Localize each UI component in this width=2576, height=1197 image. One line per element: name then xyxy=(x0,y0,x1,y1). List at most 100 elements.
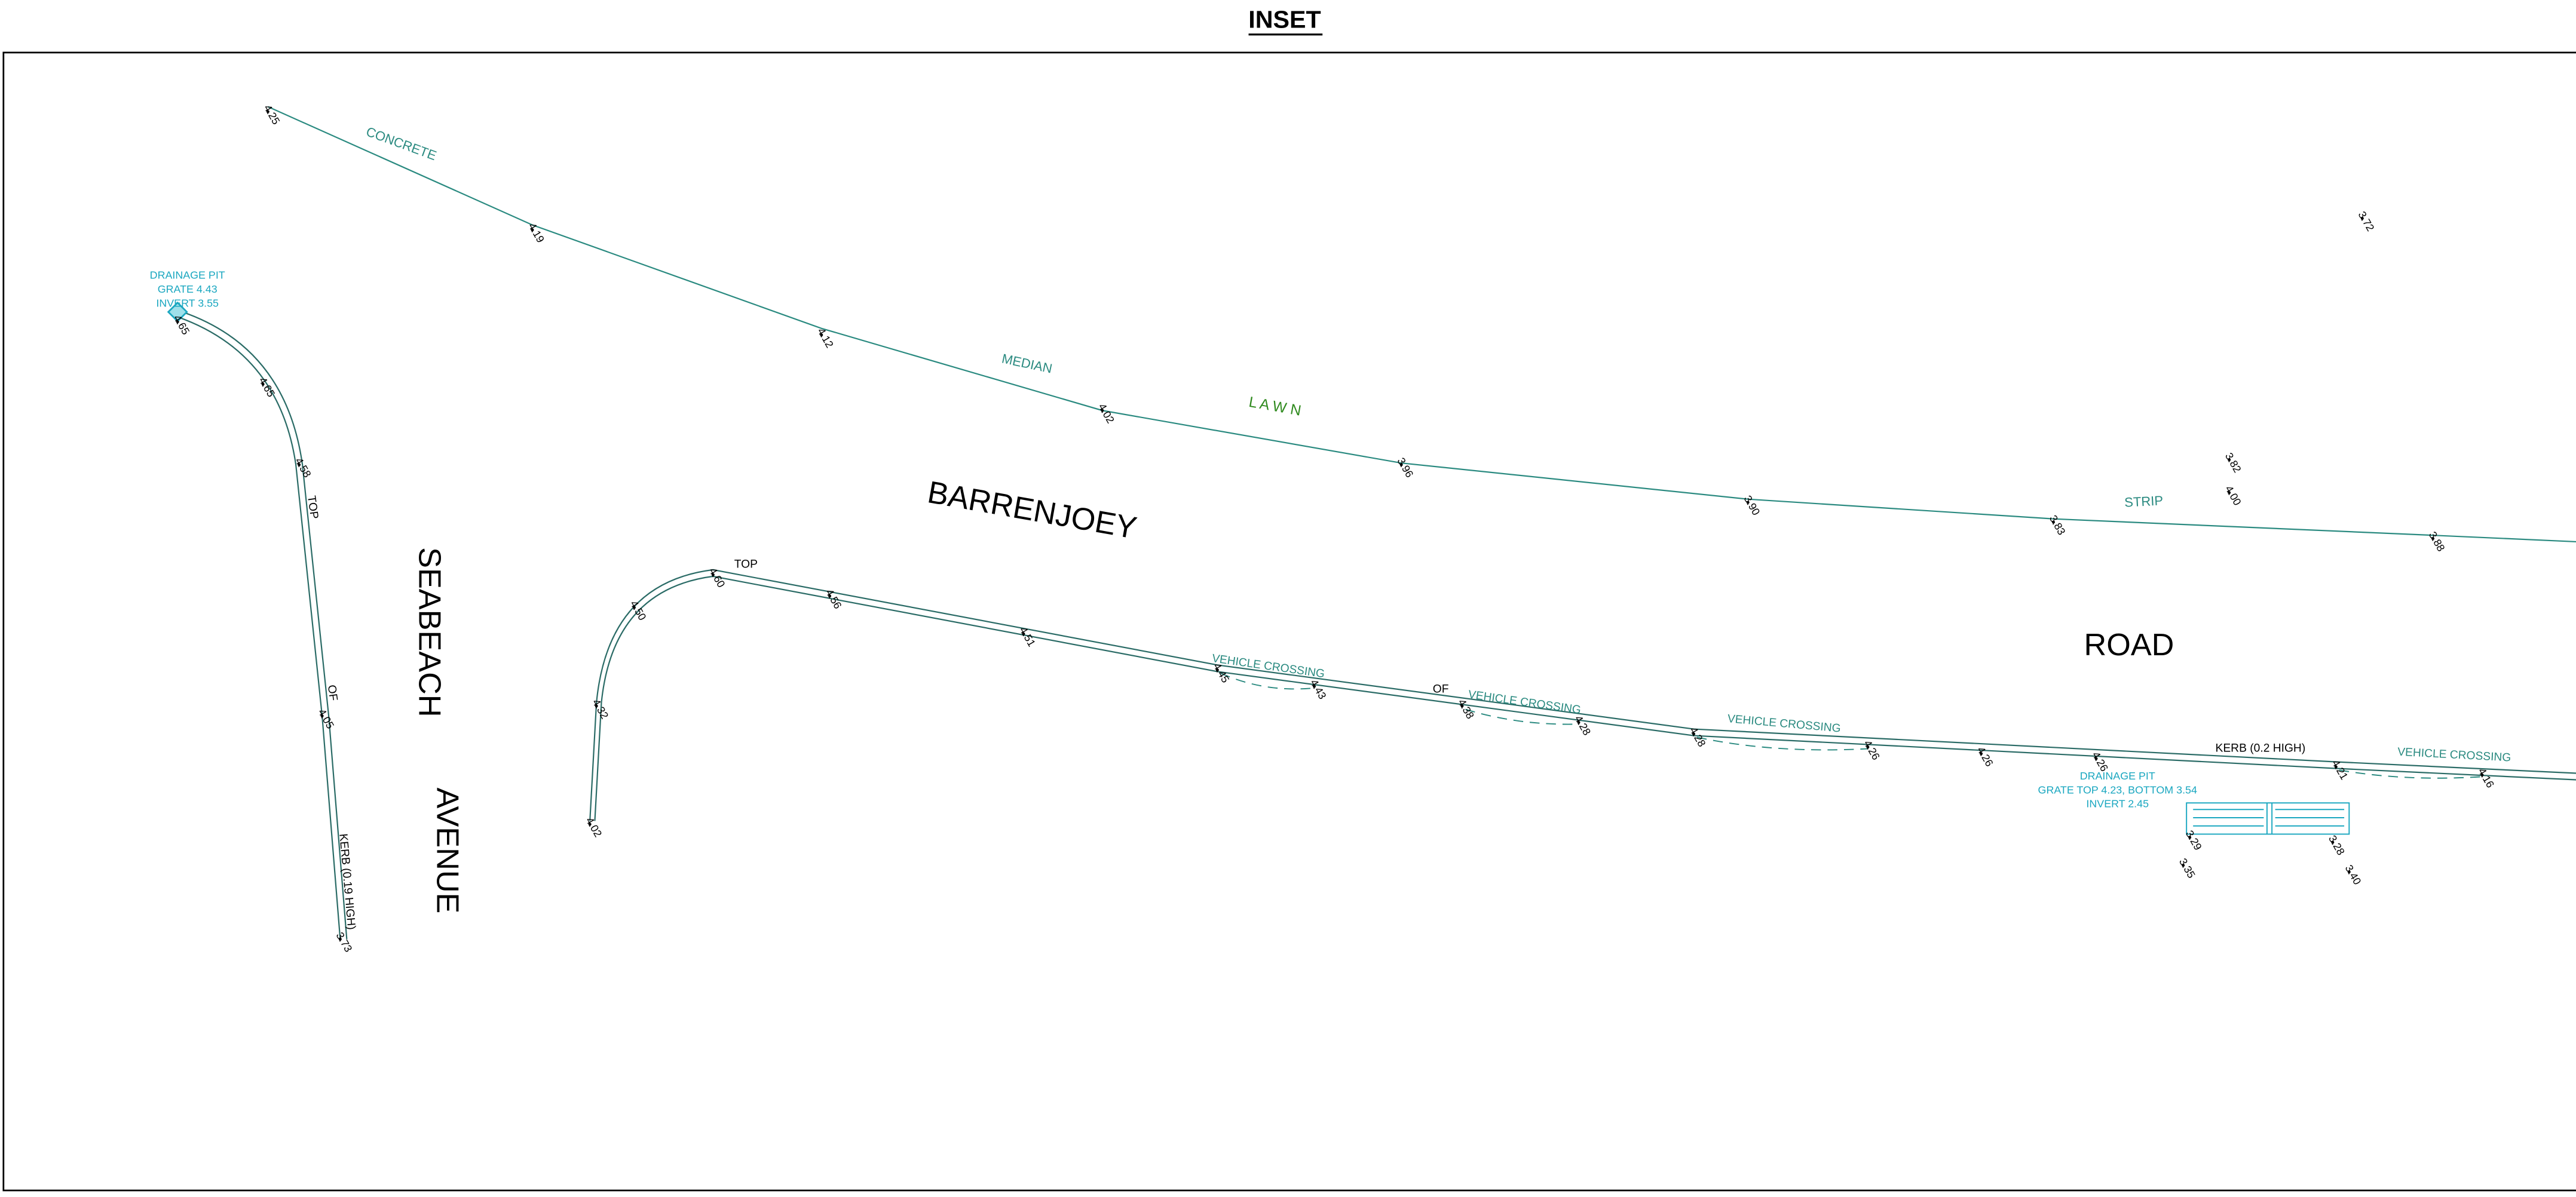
spot-level: 4.05 xyxy=(316,707,336,731)
spot-level-point xyxy=(1866,745,1870,749)
spot-level: 4.32 xyxy=(590,697,611,721)
spot-level-point xyxy=(2360,217,2364,220)
drainage-pit-grate xyxy=(2186,802,2350,835)
spot-level-point xyxy=(176,320,179,324)
spot-level-point xyxy=(632,606,636,609)
vehicle-crossing-line xyxy=(1465,708,1579,725)
drainage-pit-note: INVERT 2.45 xyxy=(2086,798,2149,810)
spot-level-point xyxy=(828,594,832,598)
median-line xyxy=(267,106,2576,543)
spot-level-point xyxy=(2094,757,2098,760)
spot-level-point xyxy=(298,463,301,466)
spot-level: 3.72 xyxy=(2356,209,2377,233)
spot-level-point xyxy=(531,228,534,232)
spot-level: 4.43 xyxy=(1308,677,1329,701)
spot-level-point xyxy=(2188,836,2192,839)
drainage-pit xyxy=(167,301,188,323)
vehicle-crossing-line xyxy=(2339,769,2483,779)
spot-level: 3.28 xyxy=(2326,833,2347,857)
spot-level-point xyxy=(1313,685,1316,688)
spot-level: 3.96 xyxy=(1395,456,1416,480)
drainage-pit-note: DRAINAGE PIT xyxy=(150,269,225,281)
spot-level: 4.02 xyxy=(1096,401,1117,425)
spot-level: 3.29 xyxy=(2183,828,2204,852)
drainage-pit-note: GRATE TOP 4.23, BOTTOM 3.54 xyxy=(2038,784,2197,796)
map-label: OF xyxy=(325,684,340,701)
spot-level-point xyxy=(1692,732,1695,736)
map-label: TOP xyxy=(305,495,320,520)
spot-level-point xyxy=(1460,704,1464,708)
spot-level-point xyxy=(1980,752,1983,756)
spot-level: 3.88 xyxy=(2427,529,2448,553)
spot-level-point xyxy=(2431,537,2435,541)
spot-level-point xyxy=(1215,668,1219,672)
map-label: CONCRETE xyxy=(364,124,438,163)
title: INSET xyxy=(1248,6,1321,33)
spot-level-point xyxy=(820,333,823,337)
spot-level-point xyxy=(2480,774,2484,776)
map-label: KERB (0.2 HIGH) xyxy=(2216,742,2306,755)
drainage-pit-note: INVERT 3.55 xyxy=(156,297,219,309)
map-label: KERB (0.19 HIGH) xyxy=(336,833,357,931)
map-label: TOP xyxy=(734,558,758,571)
spot-level-point xyxy=(1101,409,1104,412)
spot-level: 4.25 xyxy=(262,103,283,127)
spot-level: 3.73 xyxy=(334,930,355,954)
spot-level: 3.35 xyxy=(2177,857,2198,880)
spot-level: 4.26 xyxy=(1861,738,1882,762)
spot-level-point xyxy=(2347,870,2351,874)
spot-level-point xyxy=(1022,632,1025,636)
map-label: AVENUE xyxy=(430,788,464,914)
spot-level-point xyxy=(2228,458,2231,462)
spot-level-point xyxy=(595,704,598,708)
spot-level-point xyxy=(2182,864,2185,867)
spot-level: 4.02 xyxy=(583,815,604,839)
map-label: BARRENJOEY xyxy=(925,475,1140,546)
spot-level: 3.90 xyxy=(1741,493,1762,517)
spot-level-point xyxy=(2052,520,2055,524)
spot-level-point xyxy=(1577,721,1580,725)
spot-level-point xyxy=(2228,491,2231,495)
vehicle-crossing-line xyxy=(1220,673,1315,690)
kerb-right xyxy=(589,569,2576,821)
map-label: OF xyxy=(1433,683,1449,696)
spot-level: 3.83 xyxy=(2047,513,2068,537)
map-label: VEHICLE CROSSING xyxy=(2397,746,2511,765)
spot-level: 4.26 xyxy=(1975,745,1996,769)
spot-level-point xyxy=(320,714,324,718)
map-label: STRIP xyxy=(2124,493,2164,510)
spot-level: 3.40 xyxy=(2343,863,2364,887)
map-label: L A W N xyxy=(1248,394,1303,419)
kerb-left xyxy=(182,311,348,940)
spot-level: 3.82 xyxy=(2223,451,2244,475)
frame xyxy=(2,51,2576,1192)
map-label: ROAD xyxy=(2084,628,2174,662)
spot-level-point xyxy=(1746,501,1750,504)
kerb-left xyxy=(177,316,341,940)
spot-level: 4.56 xyxy=(823,587,844,611)
spot-level-point xyxy=(261,382,265,386)
spot-level-point xyxy=(338,937,342,941)
spot-level-point xyxy=(1399,463,1403,466)
spot-level-point xyxy=(2334,765,2338,769)
vehicle-crossing-line xyxy=(1696,736,1868,751)
drainage-pit-note: DRAINAGE PIT xyxy=(2080,770,2155,782)
spot-level: 4.12 xyxy=(815,326,836,350)
drainage-pit-note: GRATE 4.43 xyxy=(158,283,218,295)
map-label: SEABEACH xyxy=(412,547,446,717)
spot-level-point xyxy=(588,822,592,826)
map-label: MEDIAN xyxy=(1000,351,1053,376)
spot-level: 4.00 xyxy=(2223,483,2244,507)
spot-level: 4.28 xyxy=(1572,713,1593,737)
spot-level: 4.28 xyxy=(1687,725,1708,749)
spot-level: 4.21 xyxy=(2330,758,2351,782)
spot-level: 4.58 xyxy=(293,456,314,480)
kerb-right xyxy=(594,575,2576,821)
spot-level-point xyxy=(711,573,715,576)
spot-level-point xyxy=(266,110,269,113)
spot-level-point xyxy=(2331,840,2335,844)
spot-level: 4.60 xyxy=(707,566,728,590)
spot-level: 4.65 xyxy=(171,313,192,337)
